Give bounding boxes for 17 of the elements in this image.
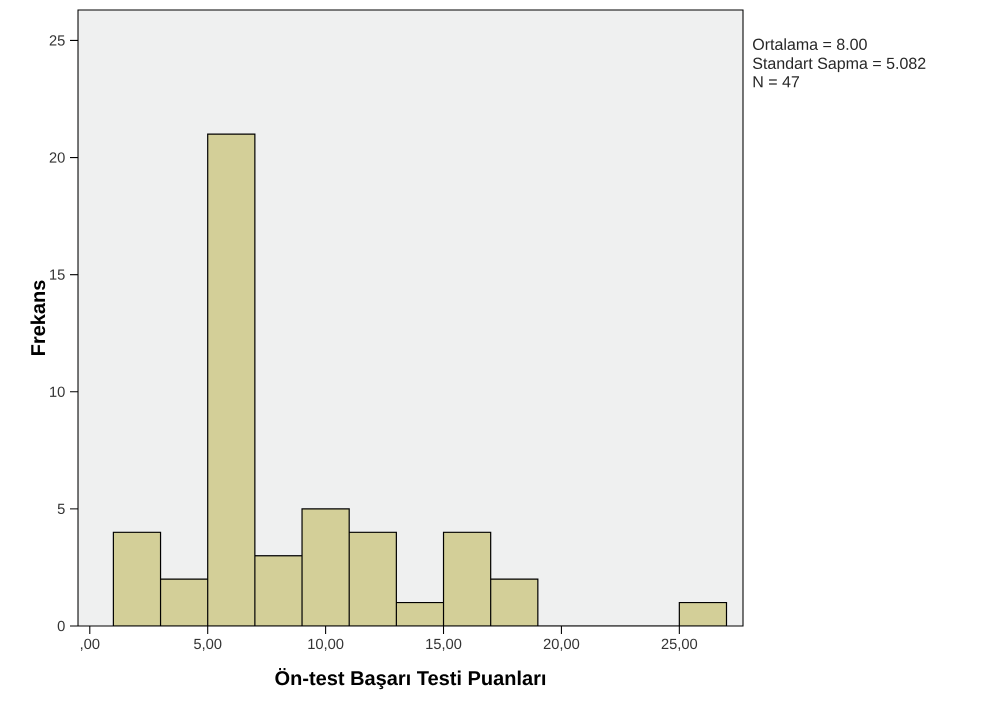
y-tick-label: 5 bbox=[58, 504, 65, 514]
y-tick-label: 10 bbox=[50, 386, 65, 397]
y-tick-label: 15 bbox=[50, 270, 65, 280]
y-axis-title: Frekans bbox=[30, 280, 46, 356]
y-tick-label: 20 bbox=[50, 152, 65, 163]
x-tick-label: 20,00 bbox=[544, 638, 580, 651]
x-tick-label: 25,00 bbox=[662, 638, 698, 651]
text: Ortalama = 8.00 bbox=[753, 38, 867, 50]
x-tick-label: 5,00 bbox=[194, 638, 222, 651]
y-tick-label: 0 bbox=[58, 620, 65, 632]
x-tick-label: 10,00 bbox=[308, 638, 344, 651]
text: Standart Sapma = 5.082 bbox=[753, 57, 926, 72]
text: N = 47 bbox=[754, 76, 800, 88]
x-axis-title: Ön-test Başarı Testi Puanları bbox=[275, 668, 546, 690]
x-tick-label: 15,00 bbox=[426, 638, 462, 651]
x-tick-label: ,00 bbox=[80, 638, 100, 651]
y-tick-label: 25 bbox=[50, 35, 65, 46]
